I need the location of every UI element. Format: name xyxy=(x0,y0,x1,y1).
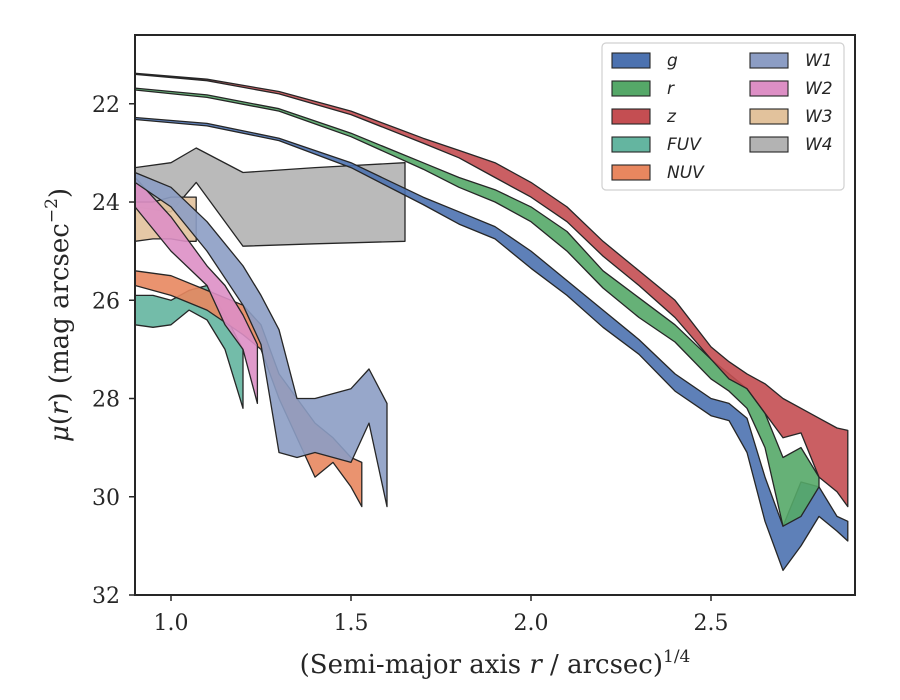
legend-label-nuv: NUV xyxy=(667,163,705,183)
y-axis-ticks: 22 24 26 28 30 32 xyxy=(92,93,135,609)
legend-swatch-w2 xyxy=(749,80,789,97)
legend-swatch-r xyxy=(611,80,651,97)
legend-label-z: z xyxy=(666,107,677,127)
x-axis-ticks: 1.0 1.5 2.0 2.5 xyxy=(154,595,729,636)
legend: grz FUV NUV W1 W2 W3 W4 xyxy=(601,42,845,191)
y-axis-title: μ(r) (mag arcsec−2) xyxy=(42,188,75,442)
legend-swatch-w4 xyxy=(749,136,789,153)
x-tick-label: 2.5 xyxy=(694,611,729,636)
legend-label-fuv: FUV xyxy=(667,135,702,155)
legend-swatch-g xyxy=(611,52,651,69)
band-r xyxy=(135,87,820,527)
y-tick-label: 28 xyxy=(92,388,120,413)
x-tick-label: 1.0 xyxy=(154,611,189,636)
legend-swatch-nuv xyxy=(611,164,651,181)
band-w1 xyxy=(135,171,388,508)
legend-label-w2: W2 xyxy=(805,79,833,99)
legend-label-g: g xyxy=(667,51,678,71)
legend-label-w3: W3 xyxy=(805,107,833,127)
band-z xyxy=(135,72,849,508)
legend-swatch-w1 xyxy=(749,52,789,69)
series-bands xyxy=(135,72,849,572)
legend-swatch-z xyxy=(611,108,651,125)
y-tick-label: 24 xyxy=(92,191,120,216)
x-tick-label: 1.5 xyxy=(334,611,369,636)
band-g xyxy=(135,116,849,572)
x-tick-label: 2.0 xyxy=(514,611,549,636)
y-tick-label: 32 xyxy=(92,584,120,609)
y-tick-label: 30 xyxy=(92,486,120,511)
y-tick-label: 26 xyxy=(92,289,120,314)
legend-box xyxy=(601,42,845,191)
legend-label-w4: W4 xyxy=(805,135,833,155)
band-w2 xyxy=(135,176,259,405)
x-axis-title: (Semi-major axis r / arcsec)1/4 xyxy=(300,647,691,680)
y-tick-label: 22 xyxy=(92,93,120,118)
legend-label-w1: W1 xyxy=(805,51,833,71)
legend-swatch-fuv xyxy=(611,136,651,153)
plot-frame xyxy=(134,34,856,596)
legend-swatch-w3 xyxy=(749,108,789,125)
legend-label-r: r xyxy=(667,79,675,99)
